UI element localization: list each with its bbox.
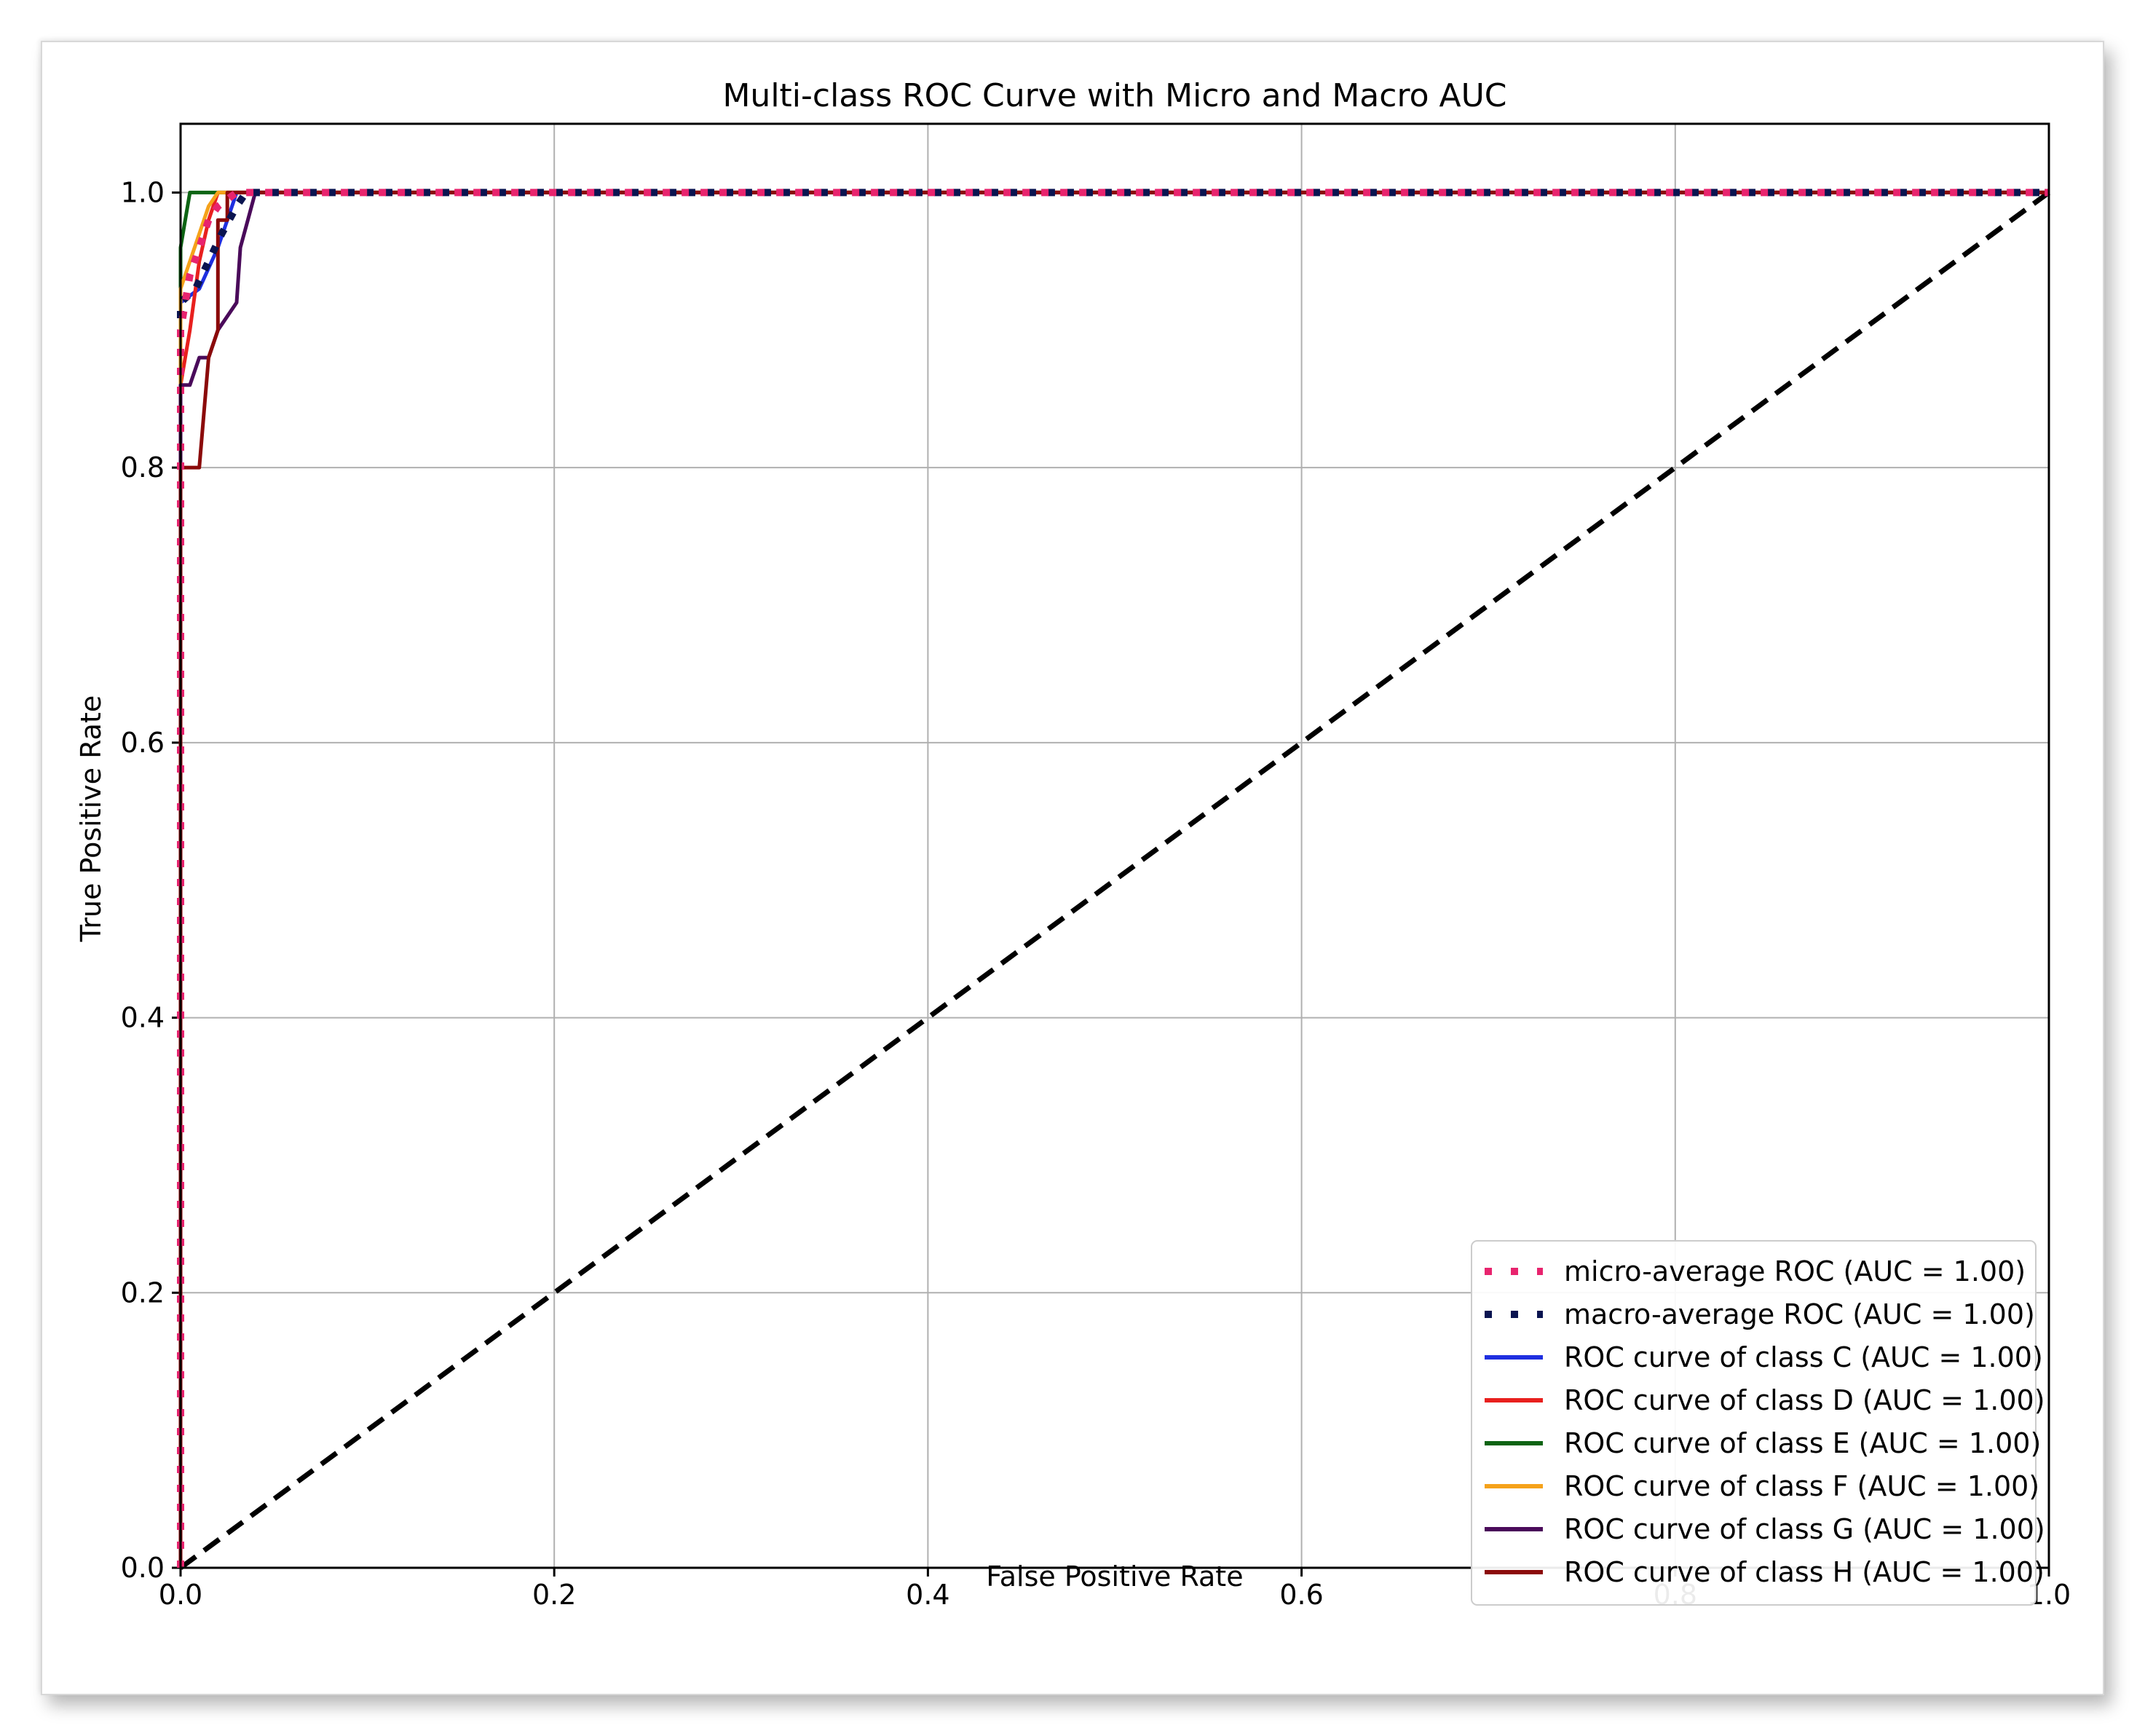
plot-area-border	[179, 122, 2050, 1569]
chart-title: Multi-class ROC Curve with Micro and Mac…	[722, 77, 1506, 114]
y-tick-label: 0.6	[121, 727, 165, 759]
x-tick-label: 0.4	[906, 1579, 949, 1611]
x-tick-label: 0.2	[532, 1579, 576, 1611]
x-axis-label: False Positive Rate	[986, 1561, 1243, 1593]
legend-entry-label: micro-average ROC (AUC = 1.00)	[1564, 1255, 2026, 1287]
roc-chart: Multi-class ROC Curve with Micro and Mac…	[75, 77, 2071, 1611]
legend-box	[1471, 1240, 2037, 1606]
legend-entry-label: ROC curve of class H (AUC = 1.00)	[1564, 1556, 2045, 1588]
legend-entry-label: ROC curve of class D (AUC = 1.00)	[1564, 1384, 2045, 1416]
y-tick-label: 0.2	[121, 1277, 165, 1309]
legend-entry-label: ROC curve of class G (AUC = 1.00)	[1564, 1513, 2045, 1545]
legend: micro-average ROC (AUC = 1.00) macro-aver…	[1471, 1240, 2045, 1606]
figure-frame: Multi-class ROC Curve with Micro and Mac…	[41, 41, 2104, 1695]
legend-entry-label: ROC curve of class C (AUC = 1.00)	[1564, 1341, 2043, 1373]
y-tick-label: 1.0	[121, 176, 165, 208]
legend-entry-label: macro-average ROC (AUC = 1.00)	[1564, 1298, 2035, 1330]
legend-entry-label: ROC curve of class F (AUC = 1.00)	[1564, 1470, 2039, 1502]
y-axis-label: True Positive Rate	[75, 695, 107, 943]
x-tick-label: 0.6	[1279, 1579, 1323, 1611]
chance-diagonal-line	[178, 190, 2051, 1570]
y-tick-label: 0.8	[121, 451, 165, 484]
x-tick-label: 0.0	[159, 1579, 202, 1611]
legend-entry-label: ROC curve of class E (AUC = 1.00)	[1564, 1427, 2041, 1459]
roc-series-line	[177, 189, 2049, 1568]
y-tick-label: 0.4	[121, 1002, 165, 1034]
y-tick-label: 0.0	[121, 1552, 165, 1584]
roc-series-line	[177, 189, 2049, 1568]
